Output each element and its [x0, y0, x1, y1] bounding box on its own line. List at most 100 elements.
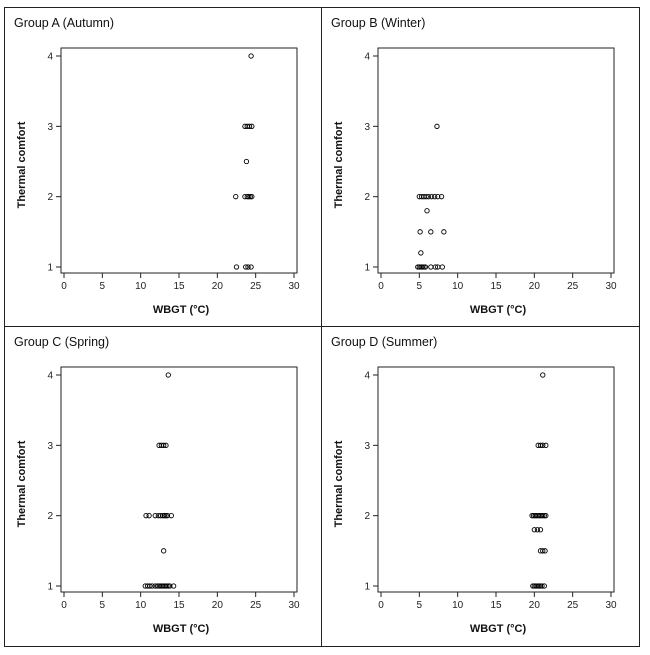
- data-point: [143, 513, 149, 519]
- panel-group-a: Group A (Autumn) Thermal comfort WBGT (°…: [4, 7, 320, 325]
- x-tick-label: 0: [378, 600, 384, 611]
- panel-divider-vertical: [321, 7, 322, 647]
- data-point: [149, 583, 155, 589]
- x-tick-label: 15: [173, 600, 185, 611]
- data-point: [540, 513, 546, 519]
- x-axis-label: WBGT (°C): [153, 623, 209, 635]
- x-tick-label: 15: [490, 281, 502, 292]
- x-tick-label: 0: [61, 600, 67, 611]
- data-point: [242, 194, 248, 200]
- data-point: [164, 583, 170, 589]
- data-point: [147, 583, 153, 589]
- data-point: [425, 194, 432, 200]
- x-axis-unit: (°C): [189, 304, 210, 316]
- data-point: [161, 513, 168, 519]
- data-point: [539, 583, 545, 589]
- y-tick-label: 4: [364, 371, 370, 382]
- data-point: [441, 229, 447, 235]
- x-tick-label: 10: [135, 600, 147, 611]
- data-point: [543, 442, 549, 448]
- data-point: [543, 513, 549, 519]
- data-point: [428, 264, 434, 270]
- scatter-plot: 0 5 10 15 20 25 30 1 2 3 4: [364, 366, 617, 611]
- plot-area-box: [377, 47, 615, 274]
- y-tick-label: 2: [47, 192, 53, 203]
- x-tick-label: 10: [452, 600, 464, 611]
- data-point: [534, 527, 541, 533]
- x-tick-label: 20: [212, 600, 224, 611]
- x-tick-label: 15: [490, 600, 502, 611]
- data-point: [243, 158, 250, 165]
- x-tick-label: 0: [378, 281, 384, 292]
- y-tick-label: 2: [364, 511, 370, 522]
- y-tick-label: 3: [364, 122, 370, 133]
- data-point: [246, 194, 252, 200]
- data-point: [537, 527, 544, 533]
- plot-area-box: [60, 47, 298, 274]
- data-point: [536, 583, 542, 589]
- x-axis-unit: (°C): [506, 304, 527, 316]
- data-point: [438, 194, 445, 200]
- data-point: [435, 194, 441, 200]
- data-point: [421, 264, 427, 270]
- plot-area-box: [60, 366, 298, 593]
- data-point: [531, 527, 537, 533]
- x-tick-label: 30: [288, 281, 300, 292]
- x-tick-label: 10: [135, 281, 147, 292]
- data-point: [233, 194, 239, 200]
- scatter-plot: 0 5 10 15 20 25 30 1 2 3 4: [364, 47, 617, 292]
- panel-title: Group B (Winter): [331, 16, 426, 30]
- data-point: [243, 264, 249, 270]
- data-point: [146, 513, 152, 519]
- data-point: [163, 513, 169, 519]
- data-point: [541, 513, 547, 519]
- x-tick-label: 10: [452, 281, 464, 292]
- data-point: [541, 583, 547, 589]
- panel-title: Group D (Summer): [331, 335, 438, 349]
- data-point: [157, 513, 164, 519]
- data-point: [540, 372, 546, 378]
- data-point: [439, 264, 445, 270]
- y-tick-label: 3: [47, 122, 53, 133]
- y-tick-label: 4: [47, 52, 53, 63]
- data-point: [165, 583, 171, 589]
- y-tick-label: 1: [47, 263, 53, 274]
- x-tick-label: 5: [100, 281, 106, 292]
- data-point: [424, 208, 430, 214]
- data-point: [419, 264, 426, 270]
- x-axis-label-text: WBGT: [152, 304, 187, 316]
- data-point: [540, 548, 546, 554]
- y-tick-label: 3: [364, 441, 370, 452]
- data-point: [542, 548, 548, 554]
- y-tick-label: 1: [364, 263, 370, 274]
- y-tick-label: 2: [364, 192, 370, 203]
- data-point: [168, 513, 174, 519]
- data-point: [249, 194, 255, 200]
- panel-divider-horizontal: [4, 326, 640, 327]
- x-tick-label: 0: [61, 281, 67, 292]
- x-axis-label-text: WBGT: [469, 304, 504, 316]
- x-tick-label: 5: [417, 600, 423, 611]
- x-axis-label: WBGT (°C): [470, 304, 526, 316]
- x-tick-label: 15: [173, 281, 185, 292]
- x-axis-label: WBGT (°C): [153, 304, 209, 316]
- x-axis-label: WBGT (°C): [470, 623, 526, 635]
- x-tick-label: 5: [100, 600, 106, 611]
- y-tick-label: 4: [364, 52, 370, 63]
- data-point: [432, 194, 438, 200]
- x-tick-label: 30: [288, 600, 300, 611]
- data-point: [423, 194, 429, 200]
- data-point: [428, 229, 434, 235]
- x-axis-label-text: WBGT: [469, 623, 504, 635]
- data-point: [167, 583, 173, 589]
- data-point: [422, 264, 429, 270]
- data-point: [537, 583, 544, 589]
- data-point: [249, 123, 255, 129]
- y-tick-label: 3: [47, 441, 53, 452]
- panel-title: Group A (Autumn): [14, 16, 115, 30]
- panel-group-d: Group D (Summer) Thermal comfort WBGT (°…: [321, 326, 637, 644]
- y-tick-label: 2: [47, 511, 53, 522]
- figure-frame: [4, 7, 640, 647]
- data-point: [161, 442, 167, 448]
- x-axis-label-text: WBGT: [152, 623, 187, 635]
